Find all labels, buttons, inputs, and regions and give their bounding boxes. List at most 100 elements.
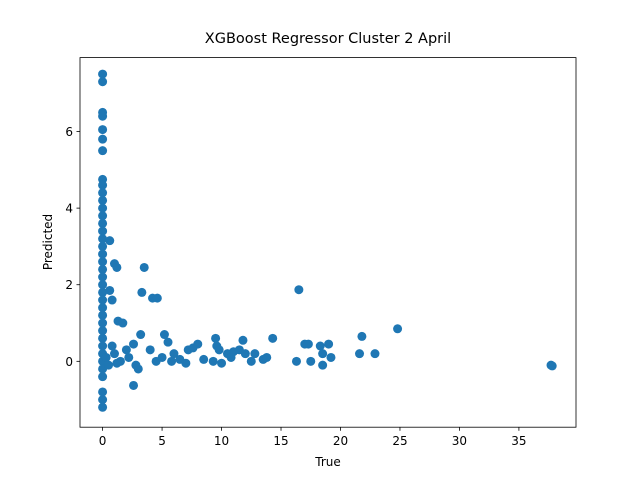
point: [105, 236, 115, 246]
point: [163, 337, 173, 347]
point: [217, 358, 227, 368]
point: [240, 349, 250, 359]
x-axis-label: True: [314, 455, 341, 469]
point: [98, 234, 108, 244]
point: [98, 195, 108, 205]
point: [129, 339, 139, 349]
point: [139, 262, 149, 272]
y-tick-label: 0: [65, 355, 73, 369]
point: [181, 358, 191, 368]
point: [145, 345, 155, 355]
point: [98, 211, 108, 221]
point: [98, 310, 108, 320]
point: [98, 326, 108, 336]
point: [98, 125, 108, 135]
point: [104, 360, 114, 370]
point: [318, 349, 328, 359]
point: [98, 218, 108, 228]
point: [112, 358, 122, 368]
point: [98, 226, 108, 236]
x-tick-label: 15: [273, 434, 288, 448]
x-tick-label: 25: [392, 434, 407, 448]
x-tick-label: 35: [511, 434, 526, 448]
point: [262, 352, 272, 362]
point: [98, 395, 108, 405]
point: [98, 134, 108, 144]
point: [199, 354, 209, 364]
point: [98, 188, 108, 198]
point: [98, 69, 108, 79]
point: [98, 241, 108, 251]
point: [193, 339, 203, 349]
point: [98, 203, 108, 213]
point: [370, 349, 380, 359]
point: [98, 318, 108, 328]
point: [98, 111, 108, 121]
point: [98, 303, 108, 313]
point: [246, 356, 256, 366]
point: [137, 287, 147, 297]
point: [303, 339, 313, 349]
point: [315, 341, 325, 351]
point: [306, 356, 316, 366]
y-tick-label: 2: [65, 278, 73, 292]
point: [107, 295, 117, 305]
point: [167, 356, 177, 366]
point: [226, 352, 236, 362]
y-tick-label: 6: [65, 125, 73, 139]
point: [98, 257, 108, 267]
point: [98, 77, 108, 87]
axes-frame: [79, 57, 577, 428]
point: [112, 262, 122, 272]
point: [98, 180, 108, 190]
point: [118, 318, 128, 328]
point: [98, 341, 108, 351]
point: [121, 345, 131, 355]
point: [101, 352, 111, 362]
y-axis-label: Predicted: [41, 214, 55, 270]
plot-area: [98, 69, 557, 412]
point: [214, 345, 224, 355]
point: [152, 293, 162, 303]
point: [208, 356, 218, 366]
point: [98, 372, 108, 382]
point: [131, 360, 141, 370]
point: [326, 352, 336, 362]
point: [98, 280, 108, 290]
x-tick-label: 10: [214, 434, 229, 448]
y-tick-label: 4: [65, 202, 73, 216]
point: [169, 349, 179, 359]
point: [157, 352, 167, 362]
point: [98, 146, 108, 156]
point: [250, 349, 260, 359]
x-tick-label: 5: [158, 434, 166, 448]
point: [98, 295, 108, 305]
point: [238, 335, 248, 345]
point: [291, 356, 301, 366]
point: [136, 330, 146, 340]
point: [98, 387, 108, 397]
x-tick-label: 0: [99, 434, 107, 448]
point: [107, 341, 117, 351]
point: [98, 402, 108, 412]
point: [98, 264, 108, 274]
point: [294, 285, 304, 295]
point: [98, 249, 108, 259]
point: [105, 285, 115, 295]
point: [393, 324, 403, 334]
chart-title: XGBoost Regressor Cluster 2 April: [205, 31, 451, 47]
point: [547, 361, 557, 371]
point: [98, 287, 108, 297]
point: [109, 349, 119, 359]
point: [318, 360, 328, 370]
point: [355, 349, 365, 359]
point: [98, 272, 108, 282]
point: [268, 333, 278, 343]
x-tick-label: 30: [452, 434, 467, 448]
point: [211, 333, 221, 343]
point: [129, 380, 139, 390]
point: [124, 352, 134, 362]
x-tick-label: 20: [333, 434, 348, 448]
